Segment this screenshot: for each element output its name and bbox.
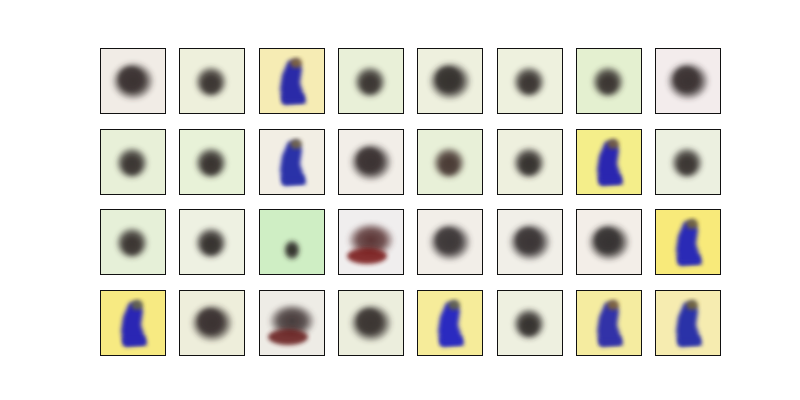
image-tile [417, 48, 484, 114]
tile-image [497, 210, 562, 275]
image-tile [337, 289, 404, 356]
tile-image [576, 49, 641, 113]
tile-image [576, 290, 641, 355]
image-tile [417, 128, 484, 195]
tile-image [180, 210, 245, 275]
image-tile [337, 209, 404, 276]
image-tile [655, 48, 722, 114]
image-tile [258, 289, 325, 356]
tile-image [418, 210, 483, 275]
image-tile [417, 209, 484, 276]
image-tile [100, 128, 166, 195]
tile-image [180, 290, 245, 355]
tile-image [101, 290, 165, 355]
tile-image [576, 129, 641, 194]
tile-image [418, 49, 483, 113]
tile-image [418, 129, 483, 194]
image-tile [179, 48, 246, 114]
image-tile [575, 289, 642, 356]
image-tile [655, 209, 722, 276]
tile-image [101, 210, 165, 275]
image-tile [655, 289, 722, 356]
tile-image [497, 290, 562, 355]
tile-image [101, 129, 165, 194]
tile-image [180, 49, 245, 113]
image-tile [258, 48, 325, 114]
image-tile [179, 289, 246, 356]
image-tile [179, 209, 246, 276]
tile-image [259, 49, 324, 113]
image-tile [179, 128, 246, 195]
tile-image [656, 49, 721, 113]
tile-image [656, 290, 721, 355]
tile-image [656, 129, 721, 194]
tile-image [259, 210, 324, 275]
tile-image [180, 129, 245, 194]
tile-image [497, 49, 562, 113]
image-tile [417, 289, 484, 356]
tile-image [497, 129, 562, 194]
tile-image [101, 49, 165, 113]
image-tile [496, 128, 563, 195]
tile-image [259, 290, 324, 355]
tile-image [576, 210, 641, 275]
tile-image [338, 49, 403, 113]
image-tile [100, 48, 166, 114]
image-tile [655, 128, 722, 195]
image-tile [496, 48, 563, 114]
tile-image [338, 290, 403, 355]
tile-image [338, 129, 403, 194]
image-tile [100, 209, 166, 276]
image-tile [575, 128, 642, 195]
image-tile [496, 289, 563, 356]
tile-image [338, 210, 403, 275]
image-tile [575, 48, 642, 114]
tile-image [418, 290, 483, 355]
image-tile [100, 289, 166, 356]
image-tile [337, 48, 404, 114]
tile-image [259, 129, 324, 194]
tile-image [656, 210, 721, 275]
image-tile [575, 209, 642, 276]
image-tile [258, 128, 325, 195]
image-tile [337, 128, 404, 195]
image-tile [258, 209, 325, 276]
image-tile [496, 209, 563, 276]
